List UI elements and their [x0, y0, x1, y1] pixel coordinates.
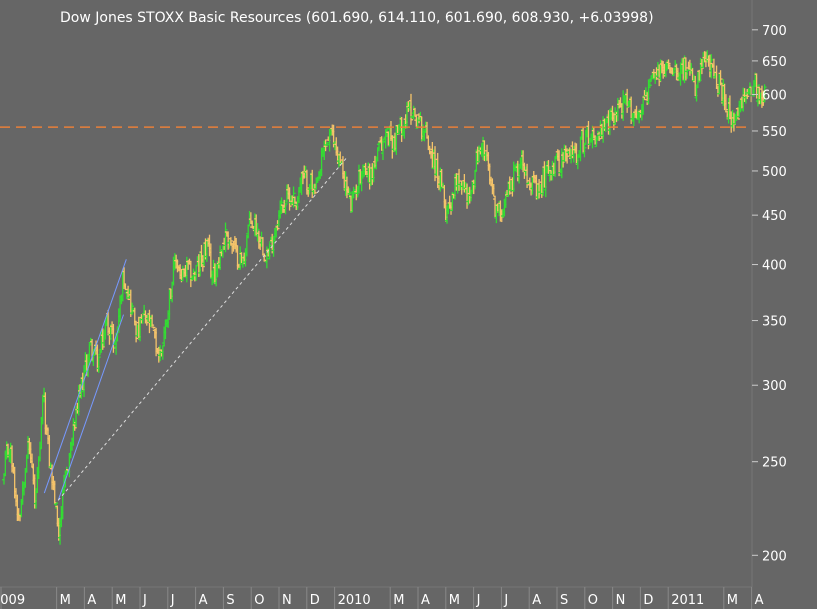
ohlc-bar	[134, 320, 139, 343]
ohlc-bar	[223, 222, 228, 253]
y-tick-label: 550	[762, 125, 787, 140]
ohlc-bar	[755, 84, 760, 107]
y-tick-label: 600	[762, 88, 787, 103]
x-tick-label: M	[60, 593, 71, 608]
ohlc-bar	[96, 356, 101, 373]
x-tick-label: M	[449, 593, 460, 608]
ohlc-bar	[228, 237, 233, 246]
x-tick-label: A	[532, 593, 541, 608]
ohlc-bar	[723, 94, 728, 113]
ohlc-bar	[685, 69, 690, 79]
x-tick-label: N	[616, 593, 626, 608]
y-tick-label: 350	[762, 315, 787, 330]
ohlc-bar	[130, 302, 135, 315]
x-tick-label: J	[476, 593, 481, 608]
ohlc-bar	[408, 93, 413, 125]
y-tick-label: 450	[762, 209, 787, 224]
ohlc-bar	[673, 60, 678, 71]
x-tick-label: J	[142, 593, 147, 608]
ohlc-bar	[255, 223, 260, 242]
ohlc-bar	[594, 136, 599, 148]
x-tick-label: M	[727, 593, 738, 608]
x-tick-label: A	[87, 593, 96, 608]
ohlc-bar	[267, 243, 272, 260]
x-tick-label: S	[226, 593, 234, 608]
y-tick-label: 650	[762, 55, 787, 70]
x-tick-label: O	[588, 593, 598, 608]
x-axis-ticks: 2009 M A M J J A S O N D 2010 M A M J J A S O N D 2011 M A	[0, 586, 764, 609]
channel-line	[43, 259, 127, 494]
ohlc-bar	[71, 418, 76, 446]
ohlc-bar	[735, 107, 740, 120]
ohlc-bar	[11, 462, 16, 474]
ohlc-bar	[324, 142, 329, 147]
y-tick-label: 300	[762, 379, 787, 394]
ohlc-bar	[491, 183, 496, 197]
x-tick-label: 2009	[0, 593, 25, 608]
y-axis-ticks: 200 250 300 350 400 450 500 550 600 650 700	[752, 24, 787, 564]
ohlc-bar	[666, 59, 671, 70]
ohlc-bar	[657, 64, 662, 87]
ohlc-bar	[275, 220, 280, 231]
x-tick-label: D	[310, 593, 320, 608]
trend-lines	[0, 126, 752, 501]
x-tick-label: M	[393, 593, 404, 608]
x-tick-label: J	[503, 593, 508, 608]
x-tick-label: 2011	[671, 593, 704, 608]
x-tick-label: J	[170, 593, 175, 608]
ohlc-bar	[123, 283, 128, 291]
ohlc-bar	[186, 260, 191, 270]
ohlc-bar	[745, 89, 750, 100]
ohlc-bar	[283, 202, 288, 215]
ohlc-bar	[565, 148, 570, 164]
ohlc-bar	[642, 90, 647, 101]
x-tick-label: A	[199, 593, 208, 608]
y-tick-label: 400	[762, 259, 787, 274]
chart-title: Dow Jones STOXX Basic Resources (601.690…	[60, 10, 654, 26]
ohlc-bar	[613, 107, 618, 126]
ohlc-bar	[507, 176, 512, 195]
ohlc-bar	[654, 67, 659, 80]
x-tick-label: A	[421, 593, 430, 608]
ohlc-bar	[100, 328, 105, 350]
ohlc-bar	[150, 314, 155, 327]
ohlc-bar	[87, 343, 92, 365]
ohlc-bar	[477, 145, 482, 163]
x-tick-label: O	[254, 593, 264, 608]
y-tick-label: 250	[762, 456, 787, 471]
support-line	[57, 158, 347, 501]
ohlc-bar	[709, 54, 714, 79]
ohlc-bar	[714, 65, 719, 89]
ohlc-bar	[597, 131, 602, 142]
ohlc-bar	[647, 78, 652, 89]
x-tick-label: N	[282, 593, 292, 608]
x-tick-label: S	[560, 593, 568, 608]
ohlc-bar	[347, 188, 352, 199]
ohlc-bar	[2, 473, 6, 485]
y-tick-label: 700	[762, 24, 787, 39]
y-tick-label: 500	[762, 165, 787, 180]
x-tick-label: 2010	[338, 593, 371, 608]
ohlc-bar	[287, 187, 292, 211]
ohlc-bar	[380, 139, 385, 161]
ohlc-bar	[433, 146, 438, 182]
ohlc-bar	[762, 84, 767, 103]
y-tick-label: 200	[762, 549, 787, 564]
x-tick-label: A	[755, 593, 764, 608]
ohlc-bar	[469, 190, 474, 202]
x-tick-label: D	[643, 593, 653, 608]
ohlc-bar	[151, 326, 156, 329]
x-tick-label: M	[115, 593, 126, 608]
channel-line	[57, 314, 125, 501]
ohlc-bar	[363, 162, 368, 175]
ohlc-bar	[376, 141, 381, 152]
